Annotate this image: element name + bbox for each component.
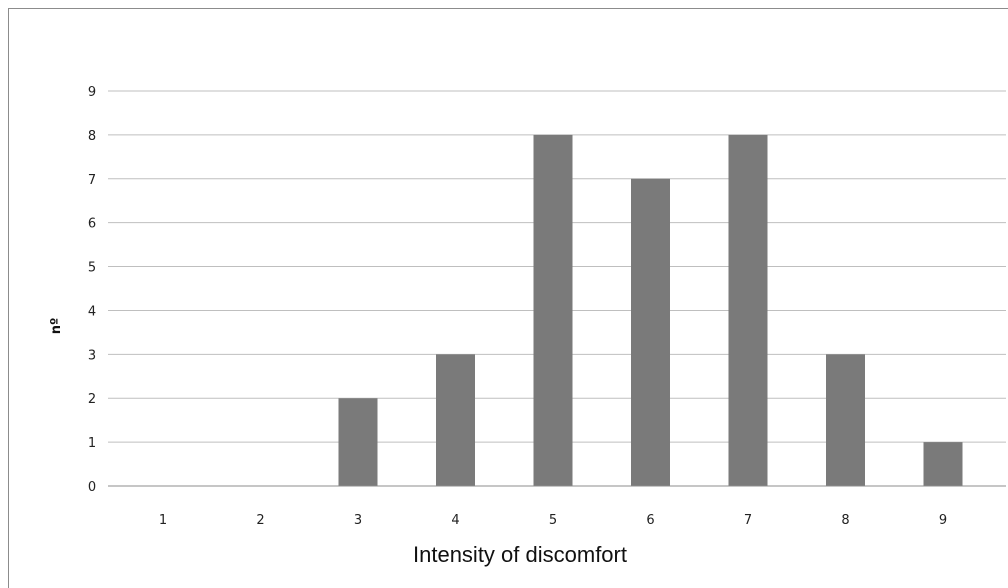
y-tick-label: 9 xyxy=(88,85,96,100)
x-tick-label: 6 xyxy=(646,513,654,528)
bar-3 xyxy=(338,398,378,486)
bar-7 xyxy=(728,134,768,486)
x-axis-ticks: 1 2 3 4 5 6 7 8 9 xyxy=(159,513,947,528)
bar-9 xyxy=(923,442,963,486)
y-tick-label: 3 xyxy=(88,348,96,363)
y-tick-label: 4 xyxy=(88,304,96,319)
x-tick-label: 2 xyxy=(256,513,264,528)
x-tick-label: 3 xyxy=(354,513,362,528)
bar-5 xyxy=(533,134,573,486)
y-axis-title: nº xyxy=(49,318,64,335)
bar-8 xyxy=(826,354,865,486)
y-tick-label: 5 xyxy=(88,261,96,276)
chart-frame xyxy=(8,8,1008,588)
y-tick-label: 8 xyxy=(88,129,96,144)
y-axis-ticks: 0 1 2 3 4 5 6 7 8 9 xyxy=(88,85,96,495)
y-tick-label: 2 xyxy=(88,392,96,407)
x-tick-label: 1 xyxy=(159,513,167,528)
bar-6 xyxy=(631,178,670,486)
x-axis-title: Intensity of discomfort xyxy=(413,542,627,567)
x-tick-label: 7 xyxy=(744,513,752,528)
x-tick-label: 4 xyxy=(451,513,459,528)
y-tick-label: 7 xyxy=(88,173,96,188)
bars xyxy=(338,134,963,486)
x-tick-label: 5 xyxy=(549,513,557,528)
y-tick-label: 0 xyxy=(88,480,96,495)
x-tick-label: 9 xyxy=(939,513,947,528)
x-tick-label: 8 xyxy=(841,513,849,528)
bar-4 xyxy=(436,354,475,486)
y-tick-label: 1 xyxy=(88,436,96,451)
y-tick-label: 6 xyxy=(88,217,96,232)
